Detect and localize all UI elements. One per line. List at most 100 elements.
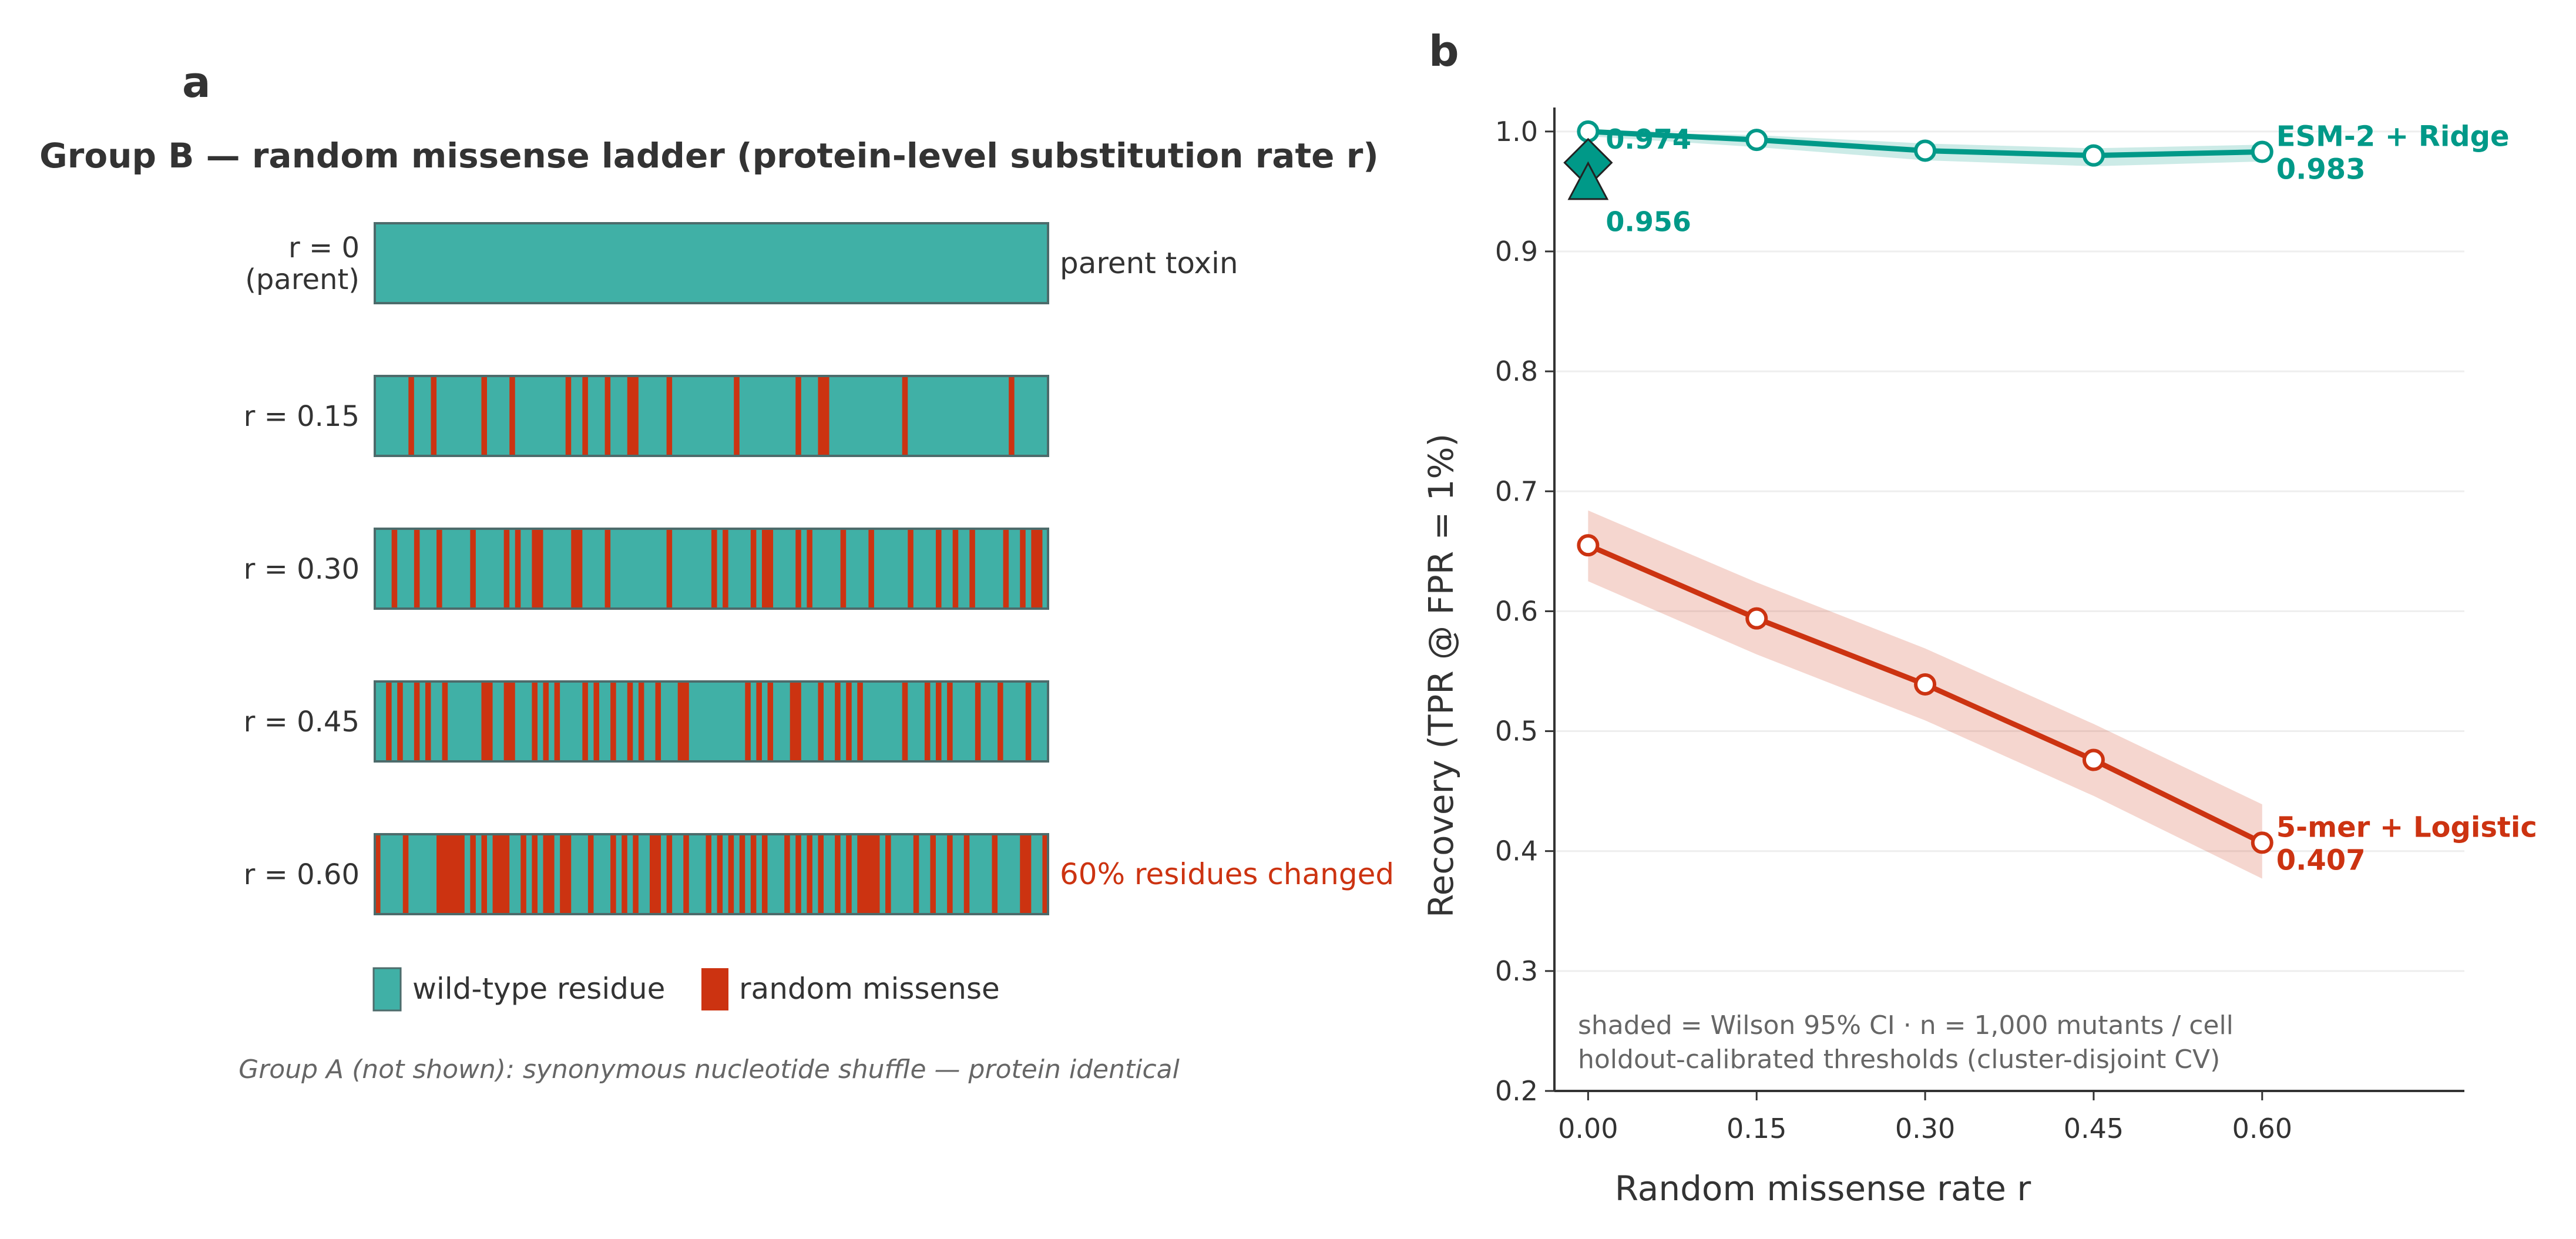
ladder-missense-segment (818, 681, 824, 761)
ladder-missense-segment (840, 529, 847, 609)
ladder-row: r = 0.60 60% residues changed (244, 833, 1394, 915)
ladder-missense-segment (885, 834, 891, 914)
ladder-missense-segment (756, 681, 762, 761)
ladder-row-label: r = 0 (288, 231, 360, 264)
ladder-missense-segment (593, 681, 599, 761)
legend-swatch-random-missense (701, 968, 728, 1010)
y-tick-label: 1.0 (1495, 116, 1538, 147)
ladder-missense-segment (655, 681, 661, 761)
ladder-missense-segment (666, 376, 673, 456)
panel-a-legend: wild-type residue random missense (372, 967, 1000, 1012)
ladder-missense-segment (391, 529, 398, 609)
ladder-row: r = 0(parent) parent toxin (245, 222, 1238, 304)
ladder-bar-outline (374, 833, 1049, 915)
ladder-missense-segment (470, 529, 476, 609)
x-tick-label: 0.30 (1895, 1113, 1955, 1144)
ladder-missense-segment (857, 681, 863, 761)
data-point (2082, 144, 2105, 167)
diamond-marker-label: 0.974 (1606, 123, 1691, 155)
data-point (2251, 140, 2273, 163)
data-point (1914, 139, 1937, 162)
ladder-missense-segment (998, 681, 1003, 761)
ladder-missense-segment (706, 834, 711, 914)
data-point (2251, 831, 2273, 854)
y-tick-label: 0.4 (1495, 835, 1538, 867)
ladder-missense-segment (1031, 529, 1043, 609)
ladder-row-label: (parent) (245, 263, 360, 296)
series-end-label: 0.407 (2276, 844, 2366, 877)
ladder-row-label: r = 0.30 (244, 553, 360, 586)
ladder-missense-segment (481, 376, 487, 456)
ladder-missense-segment (481, 834, 487, 914)
ladder-missense-segment (532, 834, 538, 914)
ladder-missense-segment (711, 529, 717, 609)
data-point (1577, 534, 1600, 557)
ladder-missense-segment (795, 834, 801, 914)
series-end-label: ESM-2 + Ridge (2276, 120, 2510, 153)
ladder-missense-segment (784, 834, 790, 914)
ladder-missense-segment (835, 834, 841, 914)
ladder-missense-segment (520, 834, 526, 914)
ladder-row: r = 0.15 (244, 375, 1049, 457)
y-tick-label: 0.2 (1495, 1075, 1538, 1107)
ladder-missense-segment (734, 376, 740, 456)
panel-a-label: a (182, 58, 211, 107)
ladder-missense-segment (1020, 834, 1032, 914)
ladder-missense-segment (913, 834, 919, 914)
ladder-missense-segment (902, 376, 908, 456)
ladder-missense-segment (795, 529, 801, 609)
legend-swatch-wild-type (372, 967, 402, 1012)
panel-a-footnote: Group A (not shown): synonymous nucleoti… (239, 1055, 1180, 1084)
ladder-bar-outline (374, 222, 1049, 304)
ladder-missense-segment (846, 834, 852, 914)
ladder-missense-segment (375, 834, 381, 914)
ladder-missense-segment (554, 681, 560, 761)
ladder-missense-segment (582, 681, 588, 761)
ladder-missense-segment (666, 529, 673, 609)
ladder-missense-segment (936, 681, 942, 761)
ladder-missense-segment (1025, 681, 1032, 761)
ladder-missense-segment (846, 681, 852, 761)
ci-bands (1588, 131, 2262, 879)
ladder-missense-segment (582, 376, 588, 456)
y-tick-label: 0.9 (1495, 236, 1538, 267)
ladder-missense-segment (414, 529, 420, 609)
ladder-missense-segment (1003, 529, 1009, 609)
ladder-missense-segment (1042, 834, 1048, 914)
baseline-markers: 0.974 0.956 (1563, 123, 1691, 238)
ladder-missense-segment (627, 376, 639, 456)
ladder-missense-segment (633, 834, 639, 914)
ladder-missense-segment (767, 681, 774, 761)
ladder-row-label: r = 0.15 (244, 400, 360, 433)
ladder-missense-segment (761, 529, 774, 609)
ladder-row-annotation: parent toxin (1060, 246, 1238, 280)
ladder-missense-segment (386, 681, 392, 761)
ladder-missense-segment (717, 834, 723, 914)
ladder-missense-segment (761, 834, 768, 914)
ladder-row: r = 0.45 (244, 680, 1049, 763)
ladder-missense-segment (790, 681, 801, 761)
ladder-missense-segment (924, 681, 931, 761)
data-point (1745, 129, 1768, 152)
series-end-label: 5-mer + Logistic (2276, 811, 2537, 844)
ladder-missense-segment (492, 834, 510, 914)
ladder-row-label: r = 0.45 (244, 706, 360, 738)
y-tick-label: 0.5 (1495, 716, 1538, 747)
ladder-missense-segment (745, 681, 751, 761)
ladder-missense-segment (750, 834, 757, 914)
x-tick-label: 0.60 (2232, 1113, 2292, 1144)
ladder-missense-segment (930, 834, 936, 914)
ladder-missense-segment (509, 376, 515, 456)
x-tick-label: 0.45 (2064, 1113, 2124, 1144)
legend-label-random-missense: random missense (739, 972, 1000, 1006)
ladder-missense-segment (408, 376, 414, 456)
ladder-missense-segment (622, 834, 627, 914)
ladder-missense-segment (481, 681, 493, 761)
ladder-missense-segment (571, 529, 583, 609)
axes: 0.2 0.3 0.4 0.5 0.6 0.7 0.8 0.9 1.0 0.00 0.15 0.30 0… (1495, 108, 2464, 1144)
ladder-missense-segment (807, 529, 812, 609)
ladder-missense-segment (402, 834, 409, 914)
ladder-missense-segment (532, 681, 538, 761)
series-end-label: 0.983 (2276, 153, 2366, 186)
triangle-marker (1567, 161, 1609, 200)
